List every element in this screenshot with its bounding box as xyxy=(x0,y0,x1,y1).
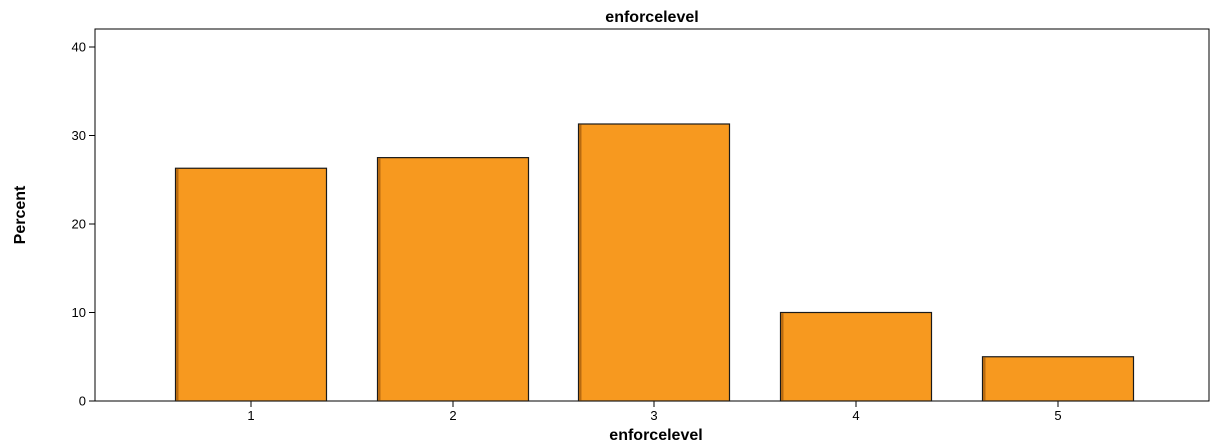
x-axis-title: enforcelevel xyxy=(609,427,702,444)
bar-shade xyxy=(176,168,179,401)
bar-shade xyxy=(983,357,986,401)
x-tick-label: 5 xyxy=(1054,408,1061,423)
bar xyxy=(174,167,328,402)
y-tick-label: 40 xyxy=(72,40,86,55)
y-tick-label: 20 xyxy=(72,217,86,232)
bar xyxy=(981,356,1135,402)
bar-shade xyxy=(579,124,582,401)
bar-shade xyxy=(378,158,381,401)
y-tick-label: 30 xyxy=(72,128,86,143)
bar xyxy=(376,157,530,402)
x-tick-label: 2 xyxy=(449,408,456,423)
y-tick-label: 10 xyxy=(72,305,86,320)
x-tick-label: 1 xyxy=(247,408,254,423)
bar-shade xyxy=(781,313,784,401)
bars-group xyxy=(174,123,1135,402)
bar xyxy=(779,311,933,402)
x-tick-label: 3 xyxy=(650,408,657,423)
y-axis: 0 10 20 30 40 xyxy=(72,40,95,409)
x-tick-label: 4 xyxy=(852,408,859,423)
y-tick-label: 0 xyxy=(79,394,86,409)
y-axis-title: Percent xyxy=(12,185,29,244)
bar xyxy=(577,123,731,402)
chart-title: enforcelevel xyxy=(605,9,698,26)
x-axis: 1 2 3 4 5 xyxy=(247,401,1062,423)
